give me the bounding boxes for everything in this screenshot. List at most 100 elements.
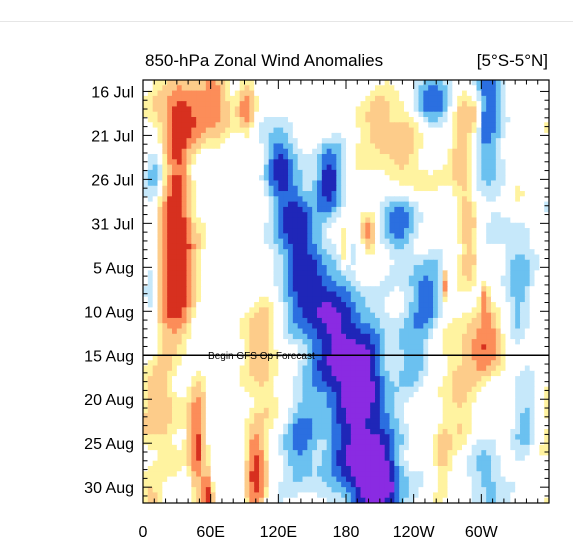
heatmap-cell <box>481 307 487 314</box>
heatmap-cell <box>355 180 362 187</box>
heatmap-cell <box>234 206 241 213</box>
heatmap-cell <box>350 154 357 160</box>
heatmap-cell <box>433 154 439 160</box>
heatmap-cell <box>307 249 313 256</box>
heatmap-cell <box>379 291 386 298</box>
heatmap-cell <box>341 270 347 277</box>
heatmap-cell <box>370 259 376 266</box>
heatmap-cell <box>428 201 434 208</box>
heatmap-cell <box>157 280 163 287</box>
heatmap-cell <box>486 138 492 145</box>
heatmap-cell <box>249 164 255 171</box>
heatmap-cell <box>428 127 434 134</box>
heatmap-cell <box>297 122 304 129</box>
heatmap-cell <box>495 238 502 245</box>
heatmap-cell <box>176 344 183 351</box>
heatmap-cell <box>249 148 255 155</box>
heatmap-cell <box>167 238 173 245</box>
heatmap-cell <box>375 191 381 197</box>
heatmap-cell <box>288 391 294 398</box>
heatmap-cell <box>394 164 400 171</box>
heatmap-cell <box>404 254 410 261</box>
heatmap-cell <box>375 143 381 150</box>
heatmap-cell <box>326 101 333 108</box>
heatmap-cell <box>321 185 328 192</box>
heatmap-cell <box>143 254 149 261</box>
heatmap-cell <box>268 270 275 277</box>
heatmap-cell <box>529 206 536 213</box>
heatmap-cell <box>462 111 468 118</box>
heatmap-cell <box>447 191 453 197</box>
heatmap-cell <box>534 212 540 219</box>
heatmap-cell <box>394 354 400 361</box>
heatmap-cell <box>181 222 188 229</box>
heatmap-cell <box>244 328 250 335</box>
heatmap-cell <box>317 222 323 229</box>
heatmap-cell <box>307 344 313 351</box>
heatmap-cell <box>172 265 178 271</box>
heatmap-cell <box>481 339 487 345</box>
heatmap-cell <box>186 169 192 176</box>
heatmap-cell <box>336 233 342 240</box>
heatmap-cell <box>157 111 163 118</box>
heatmap-cell <box>423 80 429 86</box>
heatmap-cell <box>471 132 478 139</box>
heatmap-cell <box>288 217 294 224</box>
heatmap-cell <box>297 164 304 171</box>
heatmap-cell <box>259 228 265 234</box>
heatmap-cell <box>341 333 347 340</box>
heatmap-cell <box>220 127 226 134</box>
heatmap-cell <box>418 243 424 250</box>
heatmap-cell <box>220 132 226 139</box>
heatmap-cell <box>268 148 275 155</box>
heatmap-cell <box>486 302 492 308</box>
heatmap-cell <box>423 85 429 92</box>
heatmap-cell <box>447 317 453 324</box>
heatmap-cell <box>205 296 212 303</box>
heatmap-cell <box>268 154 275 160</box>
heatmap-cell <box>302 180 308 187</box>
heatmap-cell <box>524 243 531 250</box>
heatmap-cell <box>466 286 473 293</box>
heatmap-cell <box>157 117 163 123</box>
heatmap-cell <box>428 85 434 92</box>
heatmap-cell <box>259 233 265 240</box>
heatmap-cell <box>476 148 482 155</box>
heatmap-cell <box>331 280 337 287</box>
heatmap-cell <box>283 323 289 330</box>
heatmap-cell <box>331 243 337 250</box>
heatmap-cell <box>259 286 265 293</box>
heatmap-cell <box>201 233 207 240</box>
heatmap-cell <box>259 265 265 271</box>
heatmap-cell <box>452 185 458 192</box>
heatmap-cell <box>515 323 521 330</box>
heatmap-cell <box>500 349 507 356</box>
heatmap-cell <box>176 291 183 298</box>
heatmap-cell <box>423 349 429 356</box>
heatmap-cell <box>239 80 246 86</box>
heatmap-cell <box>249 101 255 108</box>
heatmap-cell <box>268 191 275 197</box>
heatmap-cell <box>205 302 212 308</box>
heatmap-cell <box>273 122 279 129</box>
heatmap-cell <box>491 249 497 256</box>
heatmap-cell <box>539 265 545 271</box>
heatmap-cell <box>321 370 328 377</box>
heatmap-cell <box>234 323 241 330</box>
heatmap-cell <box>288 164 294 171</box>
heatmap-cell <box>152 302 159 308</box>
heatmap-cell <box>505 175 511 182</box>
heatmap-cell <box>147 360 154 367</box>
heatmap-cell <box>408 259 415 266</box>
heatmap-cell <box>336 339 342 345</box>
heatmap-cell <box>273 265 279 271</box>
heatmap-cell <box>186 339 192 345</box>
heatmap-cell <box>418 249 424 256</box>
heatmap-cell <box>336 148 342 155</box>
heatmap-cell <box>466 317 473 324</box>
heatmap-cell <box>341 259 347 266</box>
heatmap-cell <box>365 106 371 113</box>
heatmap-cell <box>181 164 188 171</box>
heatmap-cell <box>292 344 299 351</box>
heatmap-cell <box>510 238 516 245</box>
